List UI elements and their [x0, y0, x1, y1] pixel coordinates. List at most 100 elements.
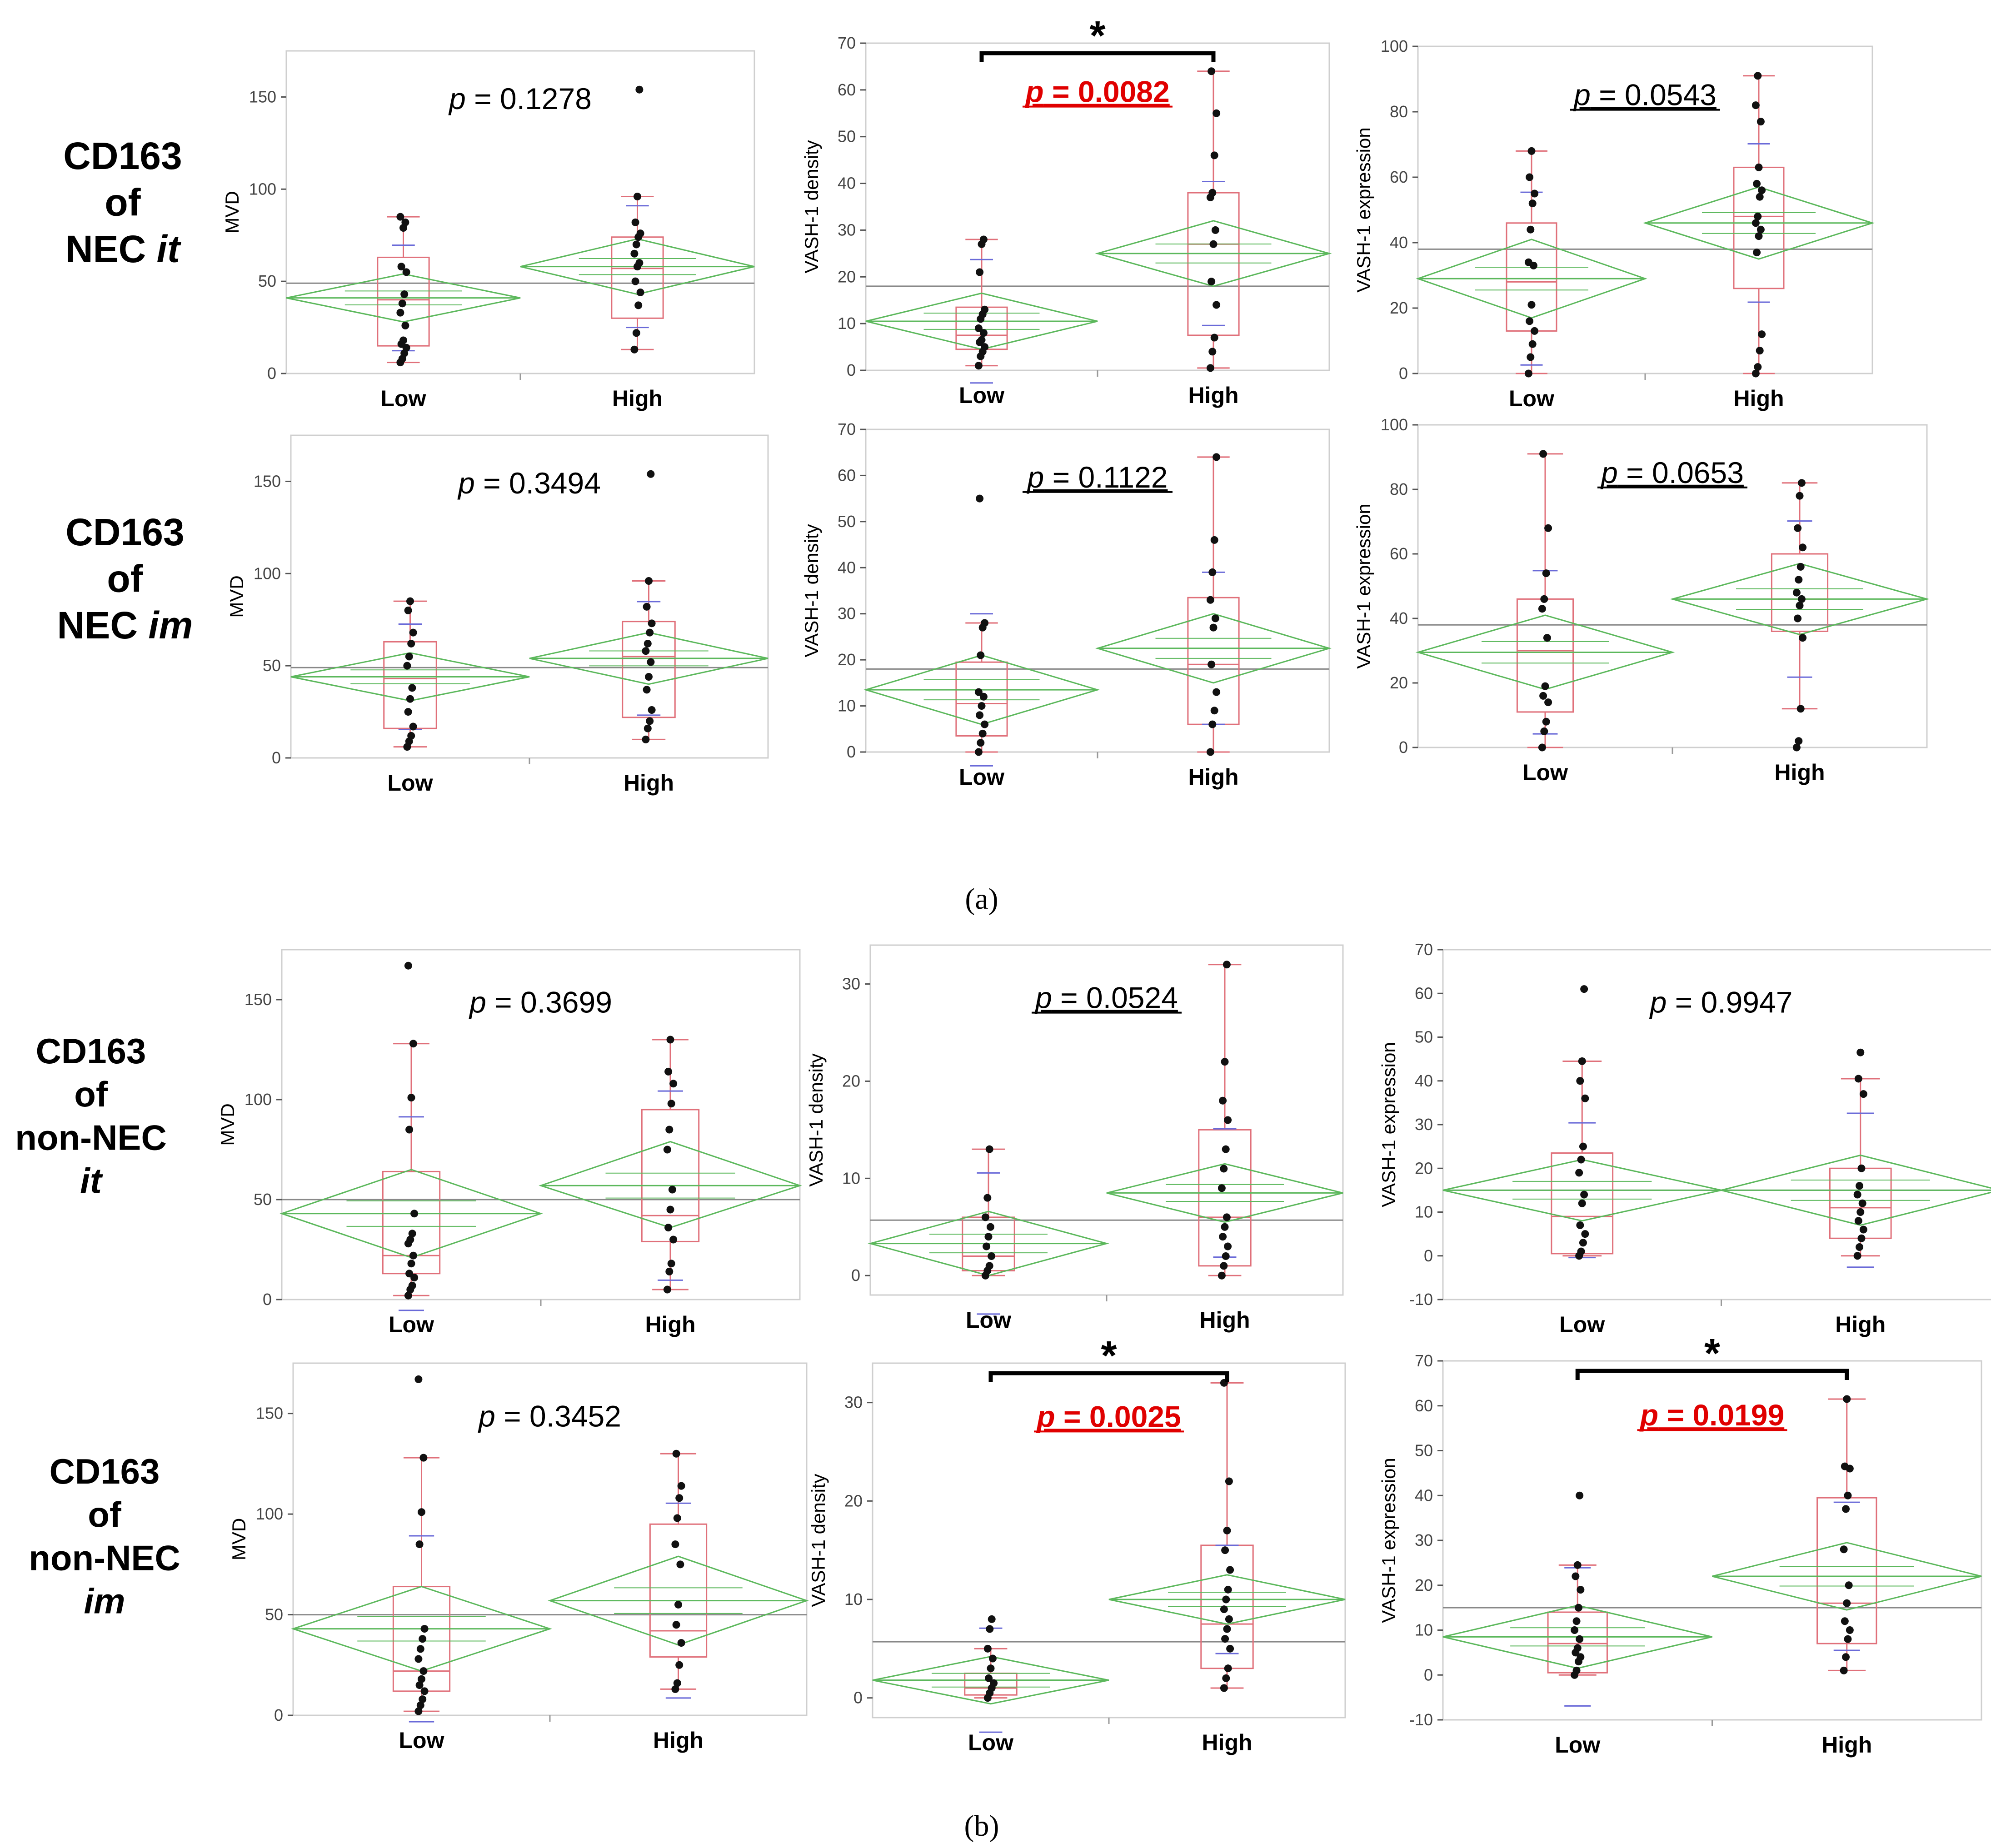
y-tick-label: 70 — [838, 34, 856, 52]
row-label-line: of — [88, 1494, 122, 1534]
data-point — [1842, 1653, 1850, 1661]
data-point — [1531, 189, 1539, 198]
data-point — [1226, 1644, 1234, 1653]
x-category-label-low: Low — [381, 386, 426, 411]
data-point — [1213, 453, 1221, 461]
y-axis-label: VASH-1 density — [801, 524, 822, 657]
data-point — [1796, 563, 1805, 571]
data-point — [1758, 186, 1766, 194]
data-point — [416, 1645, 424, 1653]
data-point — [1209, 623, 1218, 632]
data-point — [1538, 605, 1546, 613]
data-point — [1226, 1566, 1234, 1574]
data-point — [1208, 660, 1216, 668]
data-point — [1856, 1243, 1864, 1251]
data-point — [407, 639, 415, 648]
data-point — [1840, 1666, 1848, 1674]
data-point — [983, 1644, 992, 1653]
y-tick-label: 150 — [245, 990, 272, 1009]
data-point — [396, 213, 404, 221]
chart-a-r2c1: 0 50 100 150 MVD Low High p = 0.3494 — [226, 434, 769, 796]
data-point — [407, 1094, 415, 1102]
data-point — [420, 1687, 429, 1695]
y-tick-label: 100 — [245, 1090, 272, 1109]
data-point — [408, 684, 416, 692]
data-point — [976, 711, 984, 719]
data-point — [665, 1126, 674, 1134]
data-point — [1206, 364, 1214, 372]
data-point — [420, 1625, 429, 1633]
data-point — [406, 695, 414, 703]
data-point — [419, 1667, 428, 1675]
data-point — [1572, 1572, 1580, 1580]
data-point — [988, 1615, 996, 1623]
data-point — [978, 702, 986, 710]
data-point — [1224, 1585, 1232, 1594]
y-tick-label: 0 — [1399, 738, 1408, 757]
x-category-label-low: Low — [389, 1312, 434, 1337]
y-tick-label: 50 — [838, 127, 856, 146]
data-point — [988, 1654, 997, 1663]
panel-label-a: (a) — [965, 882, 998, 916]
data-point — [671, 1685, 679, 1693]
data-point — [1524, 258, 1532, 266]
data-point — [1221, 1546, 1229, 1554]
data-point — [974, 688, 983, 696]
y-tick-label: 80 — [1390, 480, 1408, 498]
data-point — [677, 1639, 685, 1647]
data-point — [1854, 1075, 1862, 1083]
y-tick-label: 10 — [844, 1590, 863, 1609]
data-point — [1222, 1252, 1230, 1260]
y-tick-label: 10 — [842, 1169, 860, 1187]
data-point — [978, 729, 987, 737]
data-point — [409, 1251, 417, 1260]
data-point — [1753, 249, 1761, 257]
data-point — [1220, 1605, 1228, 1614]
data-point — [1542, 569, 1550, 578]
data-point — [1223, 1526, 1231, 1534]
data-point — [631, 277, 639, 285]
data-point — [406, 1235, 414, 1244]
data-point — [1858, 1199, 1866, 1207]
data-point — [630, 249, 639, 258]
data-point — [415, 1681, 424, 1689]
data-point — [403, 662, 411, 670]
data-point — [1544, 524, 1552, 532]
data-point — [1213, 688, 1221, 696]
p-value-text: = 0.9947 — [1667, 986, 1792, 1019]
data-point — [1576, 1491, 1584, 1499]
data-point — [1797, 595, 1806, 603]
p-symbol: p — [1034, 981, 1052, 1015]
y-tick-label: 60 — [1390, 168, 1408, 186]
y-tick-label: 100 — [249, 179, 276, 198]
data-point — [985, 1262, 993, 1270]
data-point — [1206, 596, 1214, 604]
p-value-text: = 0.0653 — [1618, 456, 1744, 489]
data-point — [1792, 588, 1801, 597]
data-point — [404, 961, 412, 970]
data-point — [667, 1100, 675, 1108]
significance-bracket — [988, 1371, 1229, 1382]
y-tick-label: 80 — [1390, 102, 1408, 121]
data-point — [1528, 199, 1537, 208]
data-point — [673, 1679, 681, 1687]
data-point — [986, 1625, 994, 1633]
data-point — [1581, 1230, 1589, 1238]
data-point — [663, 1285, 671, 1294]
data-point — [1751, 219, 1760, 227]
data-point — [415, 1540, 424, 1549]
x-category-label-low: Low — [959, 383, 1004, 408]
y-tick-label: 30 — [838, 220, 856, 239]
data-point — [643, 686, 651, 694]
data-point — [1751, 101, 1760, 110]
y-tick-label: 100 — [254, 564, 281, 583]
data-point — [1577, 1156, 1585, 1164]
data-point — [1857, 1234, 1866, 1242]
data-point — [988, 1252, 996, 1260]
data-point — [1856, 1182, 1864, 1190]
x-category-label-high: High — [1188, 764, 1238, 790]
p-symbol: p — [469, 986, 486, 1019]
data-point — [407, 732, 415, 740]
y-tick-label: 0 — [853, 1689, 863, 1707]
